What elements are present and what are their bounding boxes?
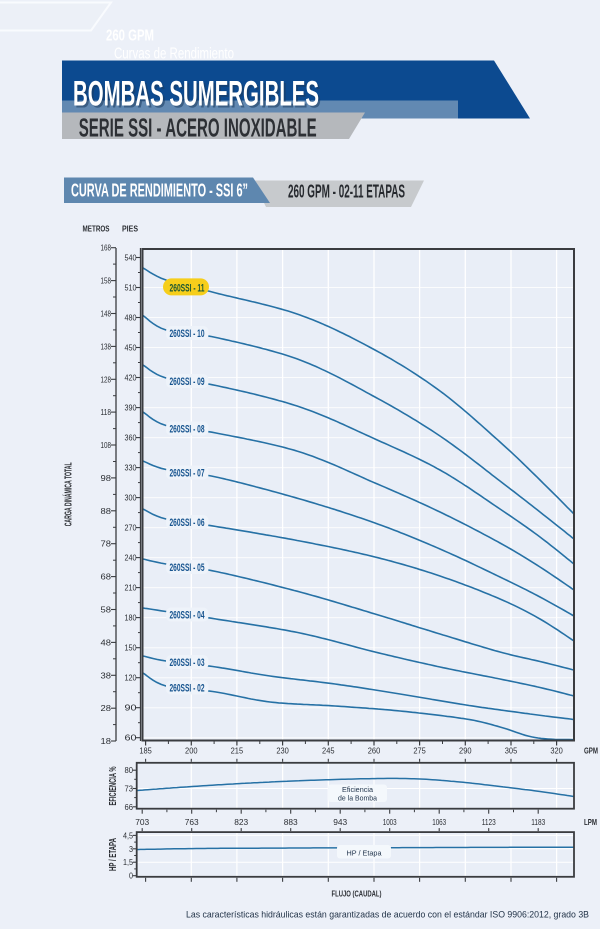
svg-text:360: 360 [125, 433, 137, 443]
svg-text:300: 300 [125, 493, 137, 503]
svg-text:66: 66 [125, 802, 134, 812]
svg-text:290: 290 [459, 745, 472, 755]
svg-text:de la Bomba: de la Bomba [338, 793, 378, 802]
svg-text:1183: 1183 [531, 817, 545, 827]
svg-text:180: 180 [125, 613, 137, 623]
svg-text:4,5: 4,5 [123, 830, 133, 840]
svg-text:260SSI - 07: 260SSI - 07 [170, 468, 205, 480]
svg-text:118: 118 [101, 407, 112, 417]
svg-text:260: 260 [368, 745, 381, 755]
svg-text:1,5: 1,5 [123, 857, 133, 867]
svg-text:28: 28 [101, 703, 112, 713]
svg-text:260SSI - 08: 260SSI - 08 [170, 424, 205, 436]
svg-text:260SSI - 02: 260SSI - 02 [170, 683, 205, 695]
svg-text:450: 450 [125, 343, 137, 353]
svg-text:138: 138 [101, 341, 112, 351]
svg-text:METROS: METROS [83, 224, 110, 234]
svg-text:240: 240 [125, 553, 137, 563]
svg-text:883: 883 [284, 817, 298, 827]
svg-text:420: 420 [125, 373, 137, 383]
svg-text:60: 60 [125, 733, 137, 743]
svg-text:FLUJO (CAUDAL): FLUJO (CAUDAL) [332, 889, 382, 899]
svg-text:390: 390 [125, 403, 137, 413]
svg-text:260SSI - 03: 260SSI - 03 [170, 657, 205, 669]
svg-text:148: 148 [101, 309, 112, 319]
svg-text:80: 80 [125, 765, 134, 775]
svg-text:1003: 1003 [383, 817, 397, 827]
svg-text:Curvas de Rendimiento: Curvas de Rendimiento [114, 45, 234, 62]
svg-text:260SSI - 11: 260SSI - 11 [170, 283, 205, 295]
svg-text:38: 38 [101, 670, 112, 680]
svg-text:260SSI - 05: 260SSI - 05 [170, 562, 205, 574]
svg-text:320: 320 [550, 745, 563, 755]
svg-text:185: 185 [139, 745, 152, 755]
svg-text:CARGA DINÁMICA TOTAL: CARGA DINÁMICA TOTAL [62, 462, 75, 526]
svg-text:73: 73 [125, 784, 134, 794]
svg-text:168: 168 [101, 243, 112, 253]
svg-text:90: 90 [125, 703, 137, 713]
svg-text:108: 108 [101, 440, 112, 450]
svg-text:943: 943 [333, 817, 347, 827]
svg-text:1063: 1063 [432, 817, 446, 827]
svg-text:305: 305 [505, 745, 518, 755]
svg-text:GPM: GPM [584, 745, 598, 755]
svg-text:PIES: PIES [122, 224, 138, 234]
svg-text:480: 480 [125, 313, 137, 323]
svg-text:510: 510 [125, 283, 137, 293]
svg-text:EFICIENCIA %: EFICIENCIA % [108, 766, 119, 805]
svg-text:200: 200 [185, 745, 198, 755]
svg-text:210: 210 [125, 583, 137, 593]
svg-text:270: 270 [125, 523, 137, 533]
svg-text:150: 150 [125, 643, 137, 653]
svg-text:260SSI - 06: 260SSI - 06 [170, 517, 205, 529]
svg-text:128: 128 [101, 374, 112, 384]
svg-text:Eficiencia: Eficiencia [342, 785, 374, 794]
svg-text:Las características hidráulica: Las características hidráulicas están ga… [186, 910, 589, 921]
svg-text:BOMBAS SUMERGIBLES: BOMBAS SUMERGIBLES [73, 75, 319, 114]
svg-text:215: 215 [231, 745, 244, 755]
svg-text:LPM: LPM [584, 817, 597, 827]
svg-text:HP / ETAPA: HP / ETAPA [108, 838, 119, 871]
svg-text:260SSI - 10: 260SSI - 10 [170, 328, 205, 340]
svg-text:260 GPM - 02-11 ETAPAS: 260 GPM - 02-11 ETAPAS [288, 180, 405, 201]
svg-text:88: 88 [101, 506, 112, 516]
svg-text:158: 158 [101, 276, 112, 286]
svg-text:SERIE SSI - ACERO INOXIDABLE: SERIE SSI - ACERO INOXIDABLE [79, 114, 317, 142]
svg-text:0: 0 [129, 871, 133, 881]
svg-text:330: 330 [125, 463, 137, 473]
svg-text:260 GPM: 260 GPM [106, 27, 154, 44]
svg-text:260SSI - 09: 260SSI - 09 [170, 376, 205, 388]
svg-text:1123: 1123 [482, 817, 496, 827]
svg-text:763: 763 [185, 817, 199, 827]
svg-text:58: 58 [101, 605, 112, 615]
svg-text:230: 230 [276, 745, 289, 755]
svg-text:703: 703 [135, 817, 149, 827]
svg-text:540: 540 [125, 253, 137, 263]
svg-text:HP / Etapa: HP / Etapa [347, 848, 383, 857]
svg-text:18: 18 [101, 736, 112, 746]
svg-text:823: 823 [234, 817, 248, 827]
svg-text:78: 78 [101, 539, 112, 549]
svg-text:68: 68 [101, 572, 112, 582]
svg-text:98: 98 [101, 473, 112, 483]
svg-text:3: 3 [129, 844, 133, 854]
svg-text:CURVA DE RENDIMIENTO - SSI 6”: CURVA DE RENDIMIENTO - SSI 6” [71, 179, 248, 200]
svg-text:245: 245 [322, 745, 335, 755]
svg-text:275: 275 [413, 745, 426, 755]
svg-text:120: 120 [125, 673, 137, 683]
svg-text:260SSI - 04: 260SSI - 04 [170, 610, 206, 622]
svg-text:BOMBAS SUMERGIBLES: BOMBAS SUMERGIBLES [75, 76, 321, 115]
svg-text:48: 48 [101, 637, 112, 647]
